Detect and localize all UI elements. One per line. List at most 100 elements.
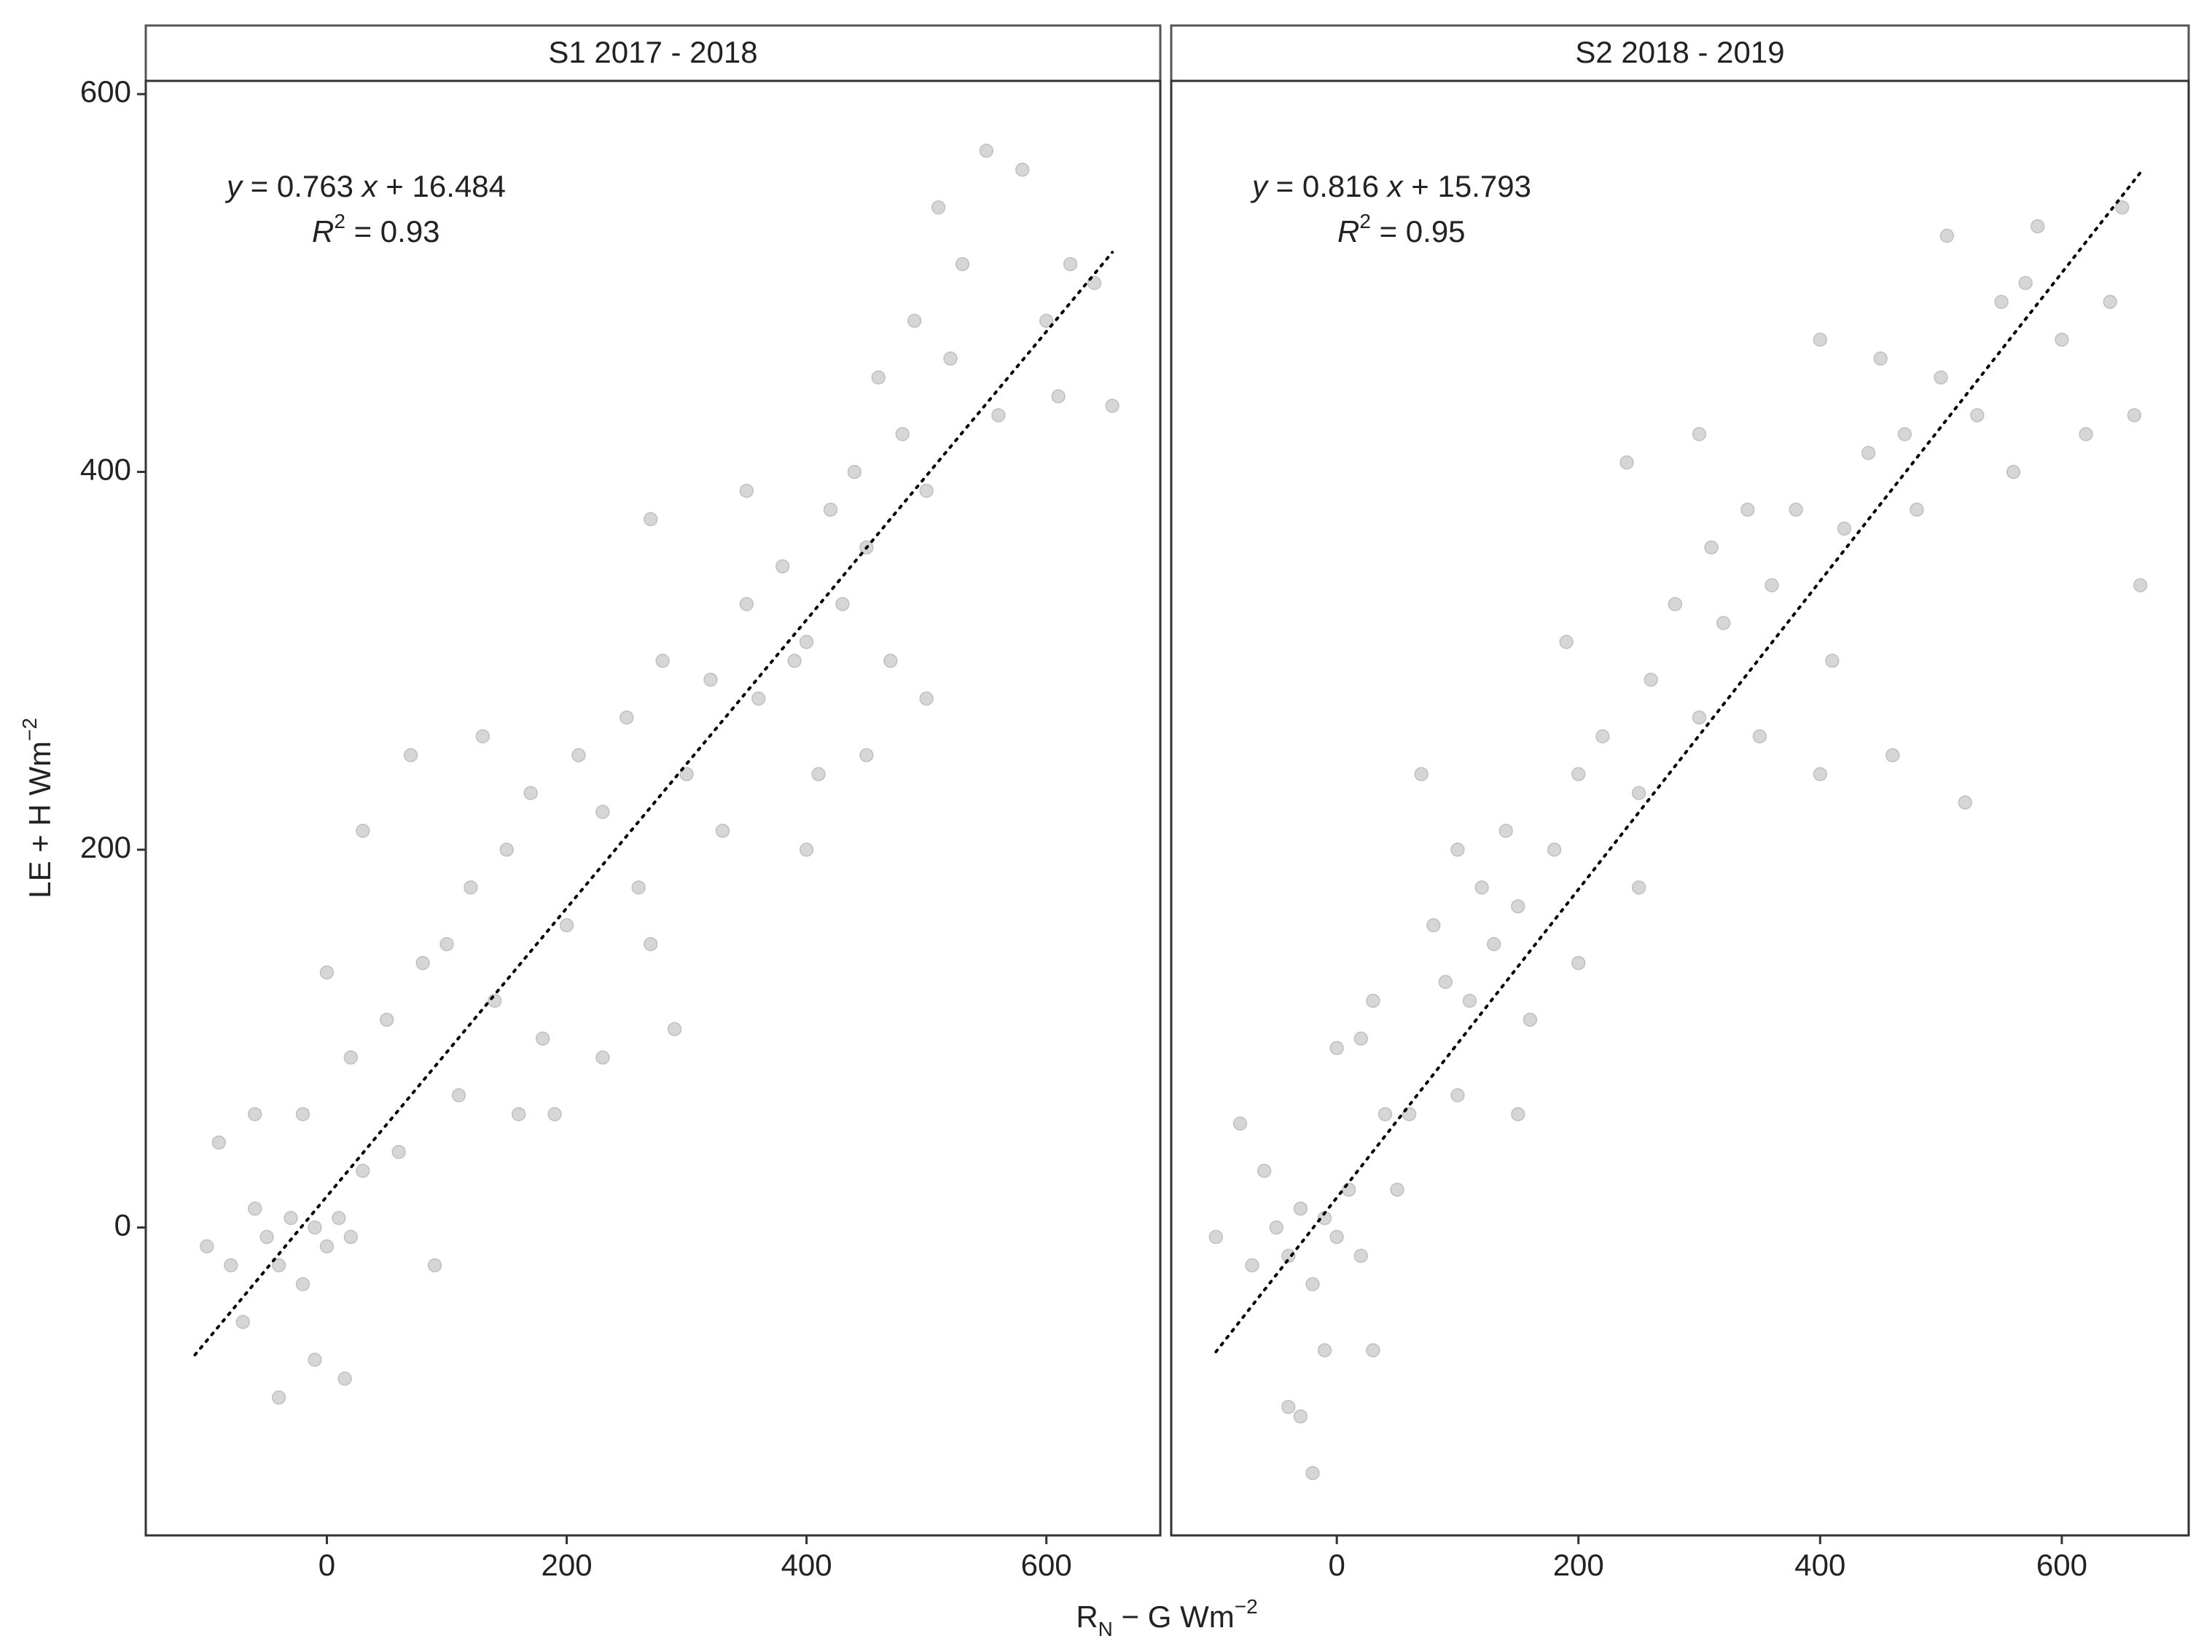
- point: [337, 1371, 352, 1386]
- point: [415, 955, 430, 971]
- point: [200, 1239, 214, 1254]
- point: [2006, 464, 2021, 479]
- point: [1232, 1116, 1248, 1131]
- point: [895, 426, 910, 442]
- point: [2103, 294, 2117, 310]
- point: [1559, 635, 1574, 649]
- point: [775, 559, 790, 573]
- point: [2031, 219, 2045, 234]
- point: [224, 1258, 238, 1273]
- point: [1486, 936, 1501, 952]
- y-tick-label: 200: [80, 830, 131, 864]
- point: [247, 1107, 262, 1121]
- point: [464, 880, 478, 895]
- point: [247, 1201, 262, 1216]
- point: [559, 917, 574, 933]
- point: [883, 654, 898, 668]
- x-axis-label: RN − G Wm−2: [1076, 1595, 1257, 1640]
- point: [1897, 426, 1912, 442]
- facet-strip: [144, 24, 1162, 82]
- point: [1438, 974, 1453, 990]
- point: [1885, 748, 1900, 763]
- point: [1789, 502, 1803, 517]
- x-tick-label: 200: [1553, 1548, 1604, 1582]
- point: [1269, 1220, 1283, 1235]
- point: [1051, 389, 1066, 404]
- point: [1547, 842, 1562, 857]
- point: [523, 786, 538, 801]
- point: [1450, 842, 1465, 857]
- point: [1910, 502, 1924, 517]
- point: [1462, 993, 1477, 1009]
- point: [2133, 578, 2148, 592]
- point: [811, 767, 826, 782]
- point: [1281, 1248, 1296, 1264]
- point: [1939, 228, 1955, 243]
- r-squared: R2 = 0.95: [1337, 210, 1466, 248]
- point: [1293, 1409, 1308, 1424]
- equation-part: = 0.763: [242, 169, 362, 203]
- panel-border: [1170, 79, 2190, 1537]
- x-tick-label: 400: [781, 1548, 832, 1582]
- point: [343, 1050, 359, 1065]
- point: [2055, 332, 2069, 347]
- x-tick-label: 600: [2036, 1548, 2087, 1582]
- y-axis-label-part: −2: [18, 718, 41, 741]
- point: [271, 1390, 286, 1405]
- point: [343, 1229, 359, 1245]
- point: [1631, 880, 1646, 895]
- x-tick-label: 200: [541, 1548, 592, 1582]
- point: [535, 1031, 550, 1046]
- point: [1716, 616, 1731, 630]
- facet-strip: [1170, 24, 2190, 82]
- point: [1353, 1248, 1369, 1264]
- point: [1813, 332, 1828, 347]
- point: [356, 823, 370, 838]
- point: [1353, 1031, 1369, 1046]
- point: [308, 1352, 322, 1367]
- point: [1692, 426, 1707, 442]
- point: [1341, 1182, 1356, 1197]
- point: [1873, 351, 1888, 366]
- fit-line: [193, 251, 1114, 1357]
- point: [1366, 993, 1380, 1009]
- point: [907, 313, 922, 328]
- point: [332, 1210, 346, 1226]
- y-axis-label: LE + H Wm−2: [18, 718, 57, 899]
- point: [1511, 899, 1525, 914]
- point: [1105, 399, 1119, 413]
- point: [1704, 540, 1719, 555]
- r-squared-part: 2: [334, 210, 345, 232]
- equation-part: + 15.793: [1403, 169, 1531, 203]
- point: [1390, 1182, 1404, 1197]
- equation-part: x: [361, 169, 379, 203]
- equation-part: x: [1386, 169, 1404, 203]
- point: [620, 710, 634, 725]
- point: [1813, 767, 1828, 782]
- point: [1474, 880, 1489, 895]
- point: [439, 936, 454, 952]
- point: [1523, 1012, 1538, 1027]
- point: [667, 1022, 682, 1037]
- point: [1740, 502, 1755, 517]
- point: [751, 691, 766, 706]
- x-tick-label: 0: [318, 1548, 335, 1582]
- r-squared-part: 2: [1359, 210, 1371, 232]
- point: [799, 635, 814, 649]
- point: [715, 823, 730, 838]
- r-squared-part: = 0.93: [345, 214, 440, 248]
- point: [1934, 370, 1948, 385]
- point: [1692, 710, 1707, 725]
- point: [1293, 1201, 1308, 1216]
- point: [1595, 729, 1610, 744]
- point: [631, 880, 646, 895]
- point: [499, 842, 515, 857]
- equation: y = 0.816 x + 15.793: [1250, 169, 1531, 203]
- point: [1511, 1107, 1525, 1121]
- point: [235, 1315, 251, 1329]
- point: [2127, 408, 2142, 423]
- point: [295, 1277, 310, 1291]
- point: [391, 1145, 406, 1159]
- point: [823, 502, 838, 517]
- point: [1644, 672, 1658, 687]
